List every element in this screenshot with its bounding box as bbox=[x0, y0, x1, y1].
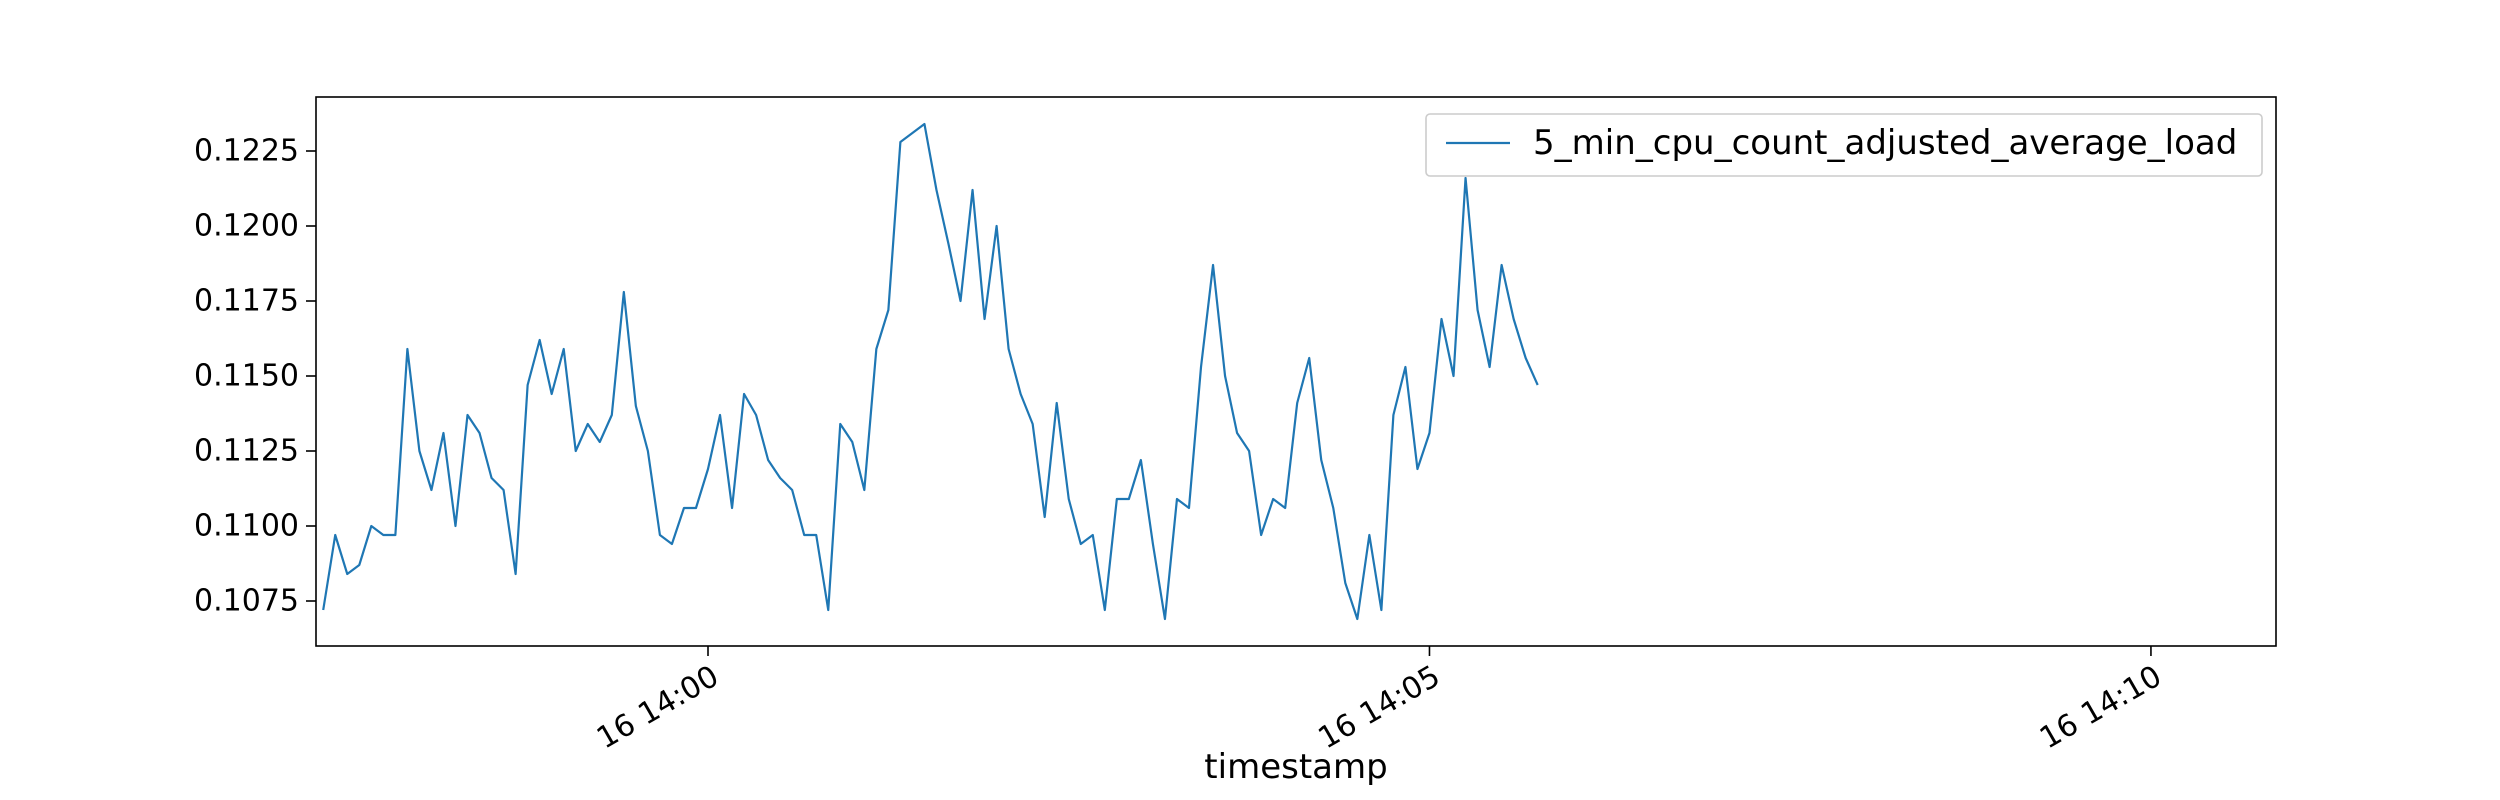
legend: 5_min_cpu_count_adjusted_average_load bbox=[1425, 113, 2263, 177]
y-tick-label: 0.1200 bbox=[194, 209, 299, 244]
y-axis: 0.1075 0.1100 0.1125 0.1150 0.1175 0.1200 0.12… bbox=[194, 134, 316, 619]
legend-label: 5_min_cpu_count_adjusted_average_load bbox=[1533, 123, 2237, 163]
y-tick-label: 0.1225 bbox=[194, 134, 299, 169]
series-line bbox=[322, 122, 1539, 621]
x-tick-label: 16 14:10 bbox=[2034, 659, 2168, 756]
x-axis: 16 14:00 16 14:05 16 14:10 bbox=[591, 646, 2168, 756]
y-tick-label: 0.1150 bbox=[194, 359, 299, 394]
y-tick-label: 0.1125 bbox=[194, 434, 299, 469]
plot-area bbox=[315, 96, 2277, 647]
y-tick-label: 0.1100 bbox=[194, 509, 299, 544]
y-tick-label: 0.1175 bbox=[194, 284, 299, 319]
x-tick-label: 16 14:00 bbox=[591, 659, 725, 756]
series-layer bbox=[322, 122, 1539, 621]
x-tick-label: 16 14:05 bbox=[1313, 659, 1447, 756]
plot-frame bbox=[315, 96, 2277, 647]
x-axis-title: timestamp bbox=[1204, 747, 1387, 787]
y-tick-label: 0.1075 bbox=[194, 584, 299, 619]
legend-box bbox=[1425, 113, 2263, 177]
